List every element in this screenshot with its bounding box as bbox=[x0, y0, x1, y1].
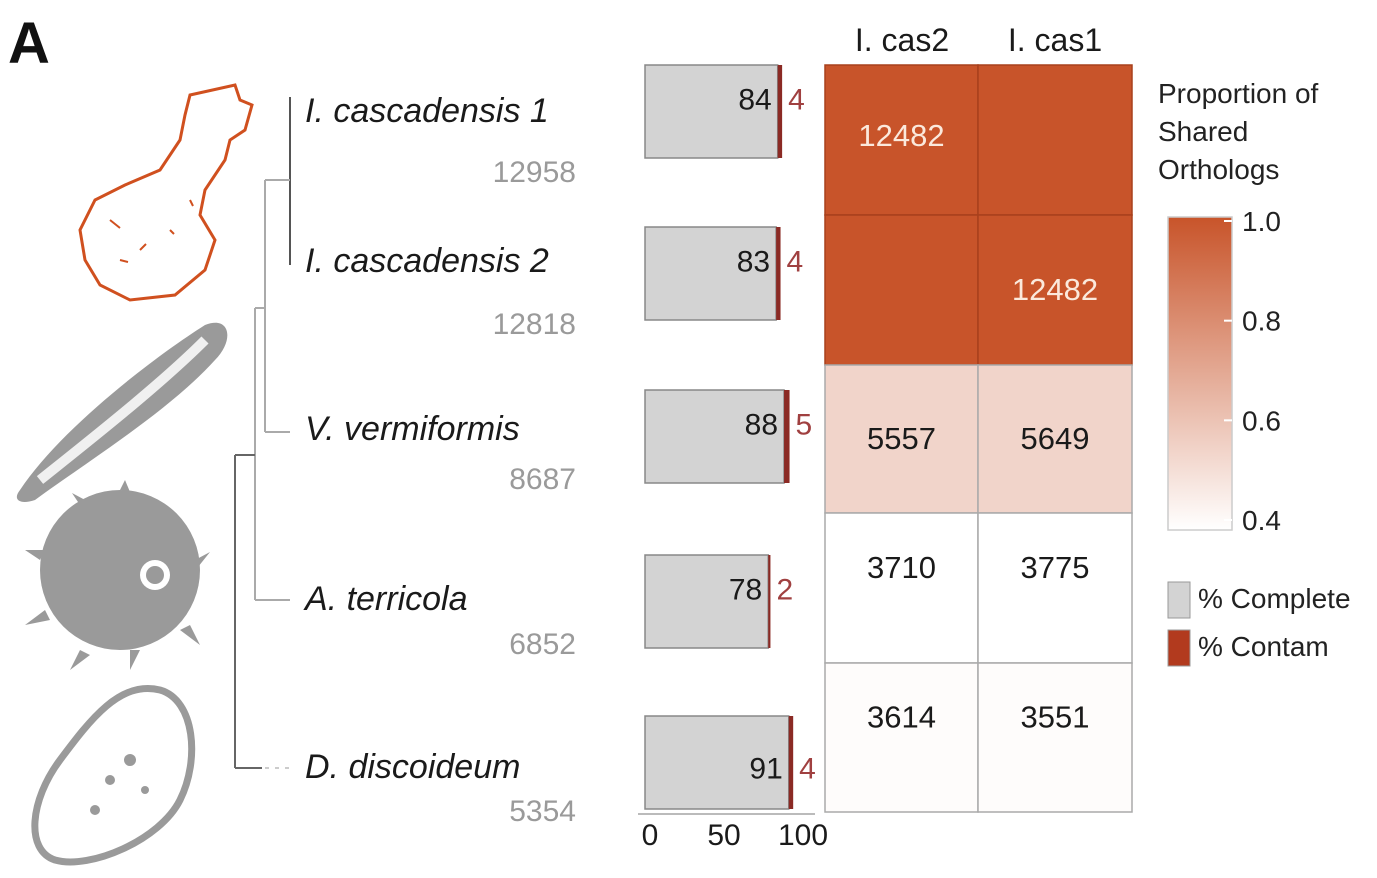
complete-value: 83 bbox=[737, 246, 770, 279]
legend-swatch bbox=[1167, 629, 1191, 667]
legend-swatch bbox=[1167, 581, 1191, 619]
column-label-cas2: I. cas2 bbox=[854, 22, 950, 58]
heatmap-value: 3775 bbox=[1021, 550, 1090, 585]
heatmap-cell bbox=[977, 214, 1133, 366]
ortholog-count: 5354 bbox=[509, 795, 576, 828]
complete-bar bbox=[644, 554, 769, 649]
contam-bar bbox=[788, 716, 794, 809]
heatmap-cell bbox=[977, 662, 1133, 813]
colorbar-title: Proportion of Shared Orthologs bbox=[1158, 75, 1318, 189]
heatmap-cell bbox=[824, 662, 979, 813]
heatmap-cell bbox=[824, 364, 979, 514]
bar-axis-tick: 50 bbox=[707, 819, 740, 852]
contam-value: 4 bbox=[799, 753, 816, 786]
complete-value: 91 bbox=[749, 753, 782, 786]
ortholog-count: 12958 bbox=[492, 156, 576, 189]
complete-value: 84 bbox=[738, 84, 771, 117]
heatmap-value: 5557 bbox=[867, 421, 936, 456]
heatmap-cell bbox=[824, 214, 979, 366]
heatmap-value: 3614 bbox=[867, 700, 936, 735]
phylogenetic-tree bbox=[234, 97, 291, 769]
complete-bar bbox=[644, 715, 790, 810]
contam-bar bbox=[784, 390, 790, 483]
cell-icon-discoideum bbox=[31, 685, 196, 866]
colorbar-tick-label: 0.8 bbox=[1242, 306, 1281, 337]
heatmap-cell bbox=[977, 64, 1133, 216]
amoeba-icon-cascadensis bbox=[78, 83, 254, 302]
species-label: I. cascadensis 1 bbox=[305, 92, 549, 130]
heatmap-cell bbox=[824, 512, 979, 664]
heatmap-cell bbox=[977, 512, 1133, 664]
contam-bar bbox=[768, 555, 771, 648]
colorbar-title-line: Proportion of bbox=[1158, 78, 1319, 109]
contam-bar bbox=[776, 227, 781, 320]
column-label-cas1: I. cas1 bbox=[1007, 22, 1103, 58]
species-label: A. terricola bbox=[305, 580, 468, 618]
complete-value: 88 bbox=[745, 409, 778, 442]
colorbar bbox=[1167, 216, 1233, 531]
complete-bar bbox=[644, 226, 777, 321]
legend-contam-label: % Contam bbox=[1198, 631, 1329, 662]
species-label: I. cascadensis 2 bbox=[305, 242, 549, 280]
colorbar-tick-label: 0.4 bbox=[1242, 505, 1281, 536]
contam-bar bbox=[777, 65, 783, 158]
panel-label: A bbox=[8, 11, 50, 76]
heatmap-value: 3551 bbox=[1021, 700, 1090, 735]
ortholog-count: 12818 bbox=[492, 308, 576, 341]
bar-axis-tick: 0 bbox=[642, 819, 659, 852]
bar-axis-tick: 100 bbox=[778, 819, 828, 852]
heatmap-cell bbox=[977, 364, 1133, 514]
legend-complete-label: % Complete bbox=[1198, 583, 1351, 614]
colorbar-tick-label: 0.6 bbox=[1242, 405, 1281, 436]
colorbar-tick-label: 1.0 bbox=[1242, 206, 1281, 237]
heatmap-value: 12482 bbox=[1012, 272, 1098, 307]
complete-value: 78 bbox=[729, 574, 762, 607]
heatmap-value: 12482 bbox=[858, 118, 944, 153]
contam-value: 2 bbox=[776, 574, 793, 607]
contam-value: 4 bbox=[787, 246, 804, 279]
heatmap-value: 3710 bbox=[867, 550, 936, 585]
species-label: D. discoideum bbox=[305, 748, 521, 786]
contam-value: 5 bbox=[796, 409, 813, 442]
cell-icon-terricola bbox=[25, 480, 210, 670]
species-label: V. vermiformis bbox=[305, 410, 520, 448]
heatmap-value: 5649 bbox=[1021, 421, 1090, 456]
complete-bar bbox=[644, 389, 785, 484]
colorbar-title-line: Orthologs bbox=[1158, 154, 1280, 185]
cell-icon-vermiformis bbox=[16, 322, 228, 502]
heatmap-cell bbox=[824, 64, 979, 216]
ortholog-count: 6852 bbox=[509, 628, 576, 661]
complete-bar bbox=[644, 64, 779, 159]
ortholog-count: 8687 bbox=[509, 463, 576, 496]
colorbar-title-line: Shared bbox=[1158, 116, 1249, 147]
contam-value: 4 bbox=[788, 84, 805, 117]
